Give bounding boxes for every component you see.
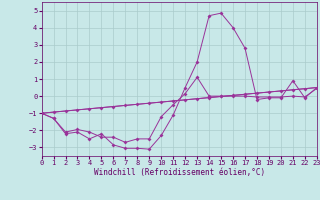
X-axis label: Windchill (Refroidissement éolien,°C): Windchill (Refroidissement éolien,°C) (94, 168, 265, 177)
